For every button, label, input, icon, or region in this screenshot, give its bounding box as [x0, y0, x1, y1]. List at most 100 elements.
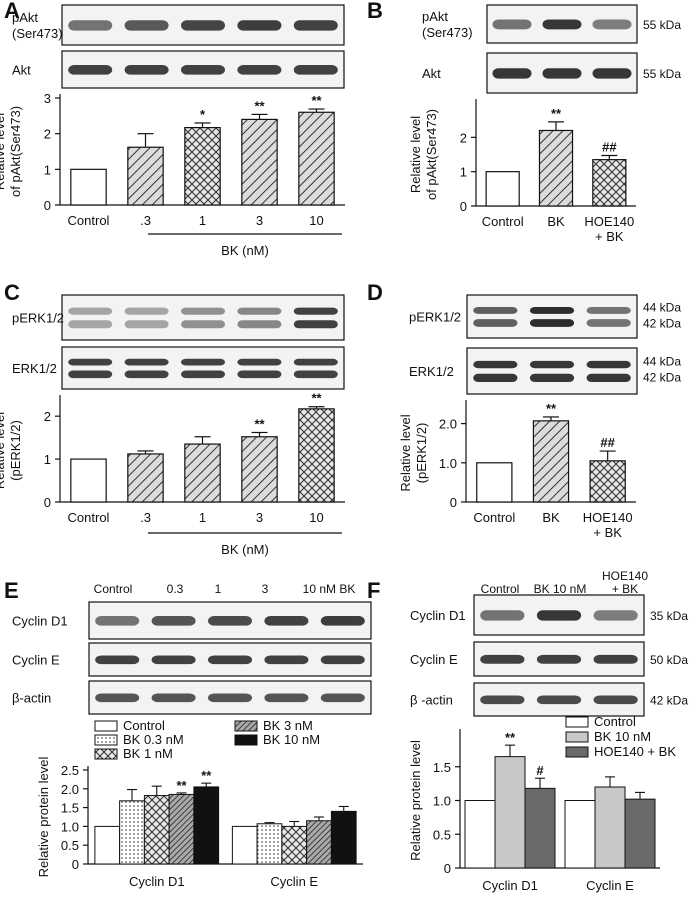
legend-swatch: [565, 746, 589, 758]
x-tick-label: Cyclin D1: [129, 874, 185, 889]
band: [237, 20, 282, 31]
significance-mark: ##: [602, 140, 617, 155]
legend-swatch: [565, 716, 589, 728]
band: [68, 358, 113, 366]
y-tick-label: 0: [72, 857, 79, 872]
x-tick-label: Control: [68, 213, 110, 228]
band: [320, 655, 365, 665]
band: [593, 654, 638, 664]
band: [181, 358, 225, 366]
band: [536, 654, 582, 664]
blot-label: β-actin: [12, 691, 51, 706]
band: [480, 610, 525, 621]
panel-e: Control 0.3 1 3 10 nM BK Cyclin D1 Cyclin E β-a…: [12, 582, 372, 889]
band: [492, 19, 532, 30]
bar: [127, 453, 164, 503]
x-tick-label: .3: [140, 510, 151, 525]
band: [151, 693, 196, 703]
bar: [594, 786, 626, 869]
band: [124, 307, 169, 315]
band: [293, 320, 338, 329]
significance-mark: **: [551, 106, 562, 121]
band: [237, 358, 282, 366]
band: [593, 695, 638, 705]
lane-header: 1: [215, 582, 222, 596]
kda-marker: 42 kDa: [643, 316, 681, 330]
panel-c: pERK1/2 ERK1/2 0 1 2 Relative level (pERK1/2) C…: [0, 294, 345, 557]
bar: [143, 795, 170, 865]
legend-label: BK 10 nM: [263, 732, 320, 747]
band: [473, 373, 518, 383]
y-axis-label: Relative level: [398, 414, 413, 491]
bar: [168, 793, 195, 865]
panel-b: pAkt(Ser473) 55 kDa Akt 55 kDa 0 1 2 Relative l…: [408, 4, 681, 244]
legend-swatch: [94, 720, 118, 732]
y-tick-label: 0: [44, 198, 51, 213]
band: [68, 20, 113, 31]
y-axis-label: of pAkt(Ser473): [8, 106, 23, 197]
band: [68, 370, 113, 379]
x-tick-label: HOE140: [584, 214, 634, 229]
significance-mark: **: [546, 401, 557, 416]
bar: [624, 798, 656, 869]
band: [480, 654, 525, 664]
y-tick-label: 1.5: [61, 801, 79, 816]
y-axis-label: Relative level: [408, 116, 423, 193]
blot-frame: [466, 294, 638, 339]
blot-label: Akt: [12, 63, 31, 78]
lane-header: 3: [262, 582, 269, 596]
group-label: BK (nM): [221, 243, 269, 258]
significance-mark: **: [505, 730, 516, 745]
band: [68, 65, 113, 75]
significance-mark: **: [311, 93, 322, 108]
blot-label: Cyclin D1: [12, 614, 68, 629]
band: [473, 319, 518, 327]
y-tick-label: 1.0: [61, 819, 79, 834]
significance-mark: **: [311, 391, 322, 406]
bar: [256, 823, 283, 865]
lane-header: 10 nM BK: [303, 582, 356, 596]
legend-swatch: [94, 748, 118, 760]
bar: [464, 800, 496, 869]
blot-label: (Ser473): [12, 26, 63, 41]
y-tick-label: 2.0: [61, 782, 79, 797]
band: [237, 307, 282, 315]
y-tick-label: 1.0: [439, 456, 457, 471]
band: [95, 693, 140, 703]
significance-mark: *: [200, 107, 206, 122]
x-tick-label: 1: [199, 213, 206, 228]
band: [68, 320, 113, 329]
legend-label: BK 1 nM: [123, 746, 173, 761]
blot-label: pAkt: [422, 9, 448, 24]
band: [181, 65, 225, 75]
band: [529, 319, 575, 327]
x-tick-label: 3: [256, 213, 263, 228]
kda-marker: 42 kDa: [650, 694, 688, 708]
y-tick-label: 0: [450, 495, 457, 510]
y-tick-label: 0: [444, 861, 451, 876]
blot-label: Cyclin E: [12, 653, 60, 668]
band: [536, 610, 582, 621]
panel-letter-e: E: [4, 578, 19, 603]
legend-swatch: [565, 731, 589, 743]
significance-mark: ##: [600, 435, 615, 450]
significance-mark: **: [176, 778, 187, 793]
band: [593, 610, 638, 621]
y-axis-label: Relative level: [0, 113, 7, 190]
kda-marker: 44 kDa: [643, 300, 681, 314]
legend-label: BK 3 nM: [263, 718, 313, 733]
y-axis-label: (pERK1/2): [8, 420, 23, 481]
panel-letter-a: A: [4, 0, 20, 23]
y-tick-label: 0: [460, 199, 467, 214]
bar: [485, 171, 520, 207]
band: [592, 19, 632, 30]
bar: [281, 825, 308, 865]
x-tick-label: + BK: [593, 525, 622, 540]
band: [208, 655, 252, 665]
bar: [184, 127, 221, 206]
significance-mark: **: [254, 98, 265, 113]
band: [492, 68, 532, 79]
blot-label: pAkt: [12, 10, 38, 25]
blot-label: ERK1/2: [409, 364, 454, 379]
